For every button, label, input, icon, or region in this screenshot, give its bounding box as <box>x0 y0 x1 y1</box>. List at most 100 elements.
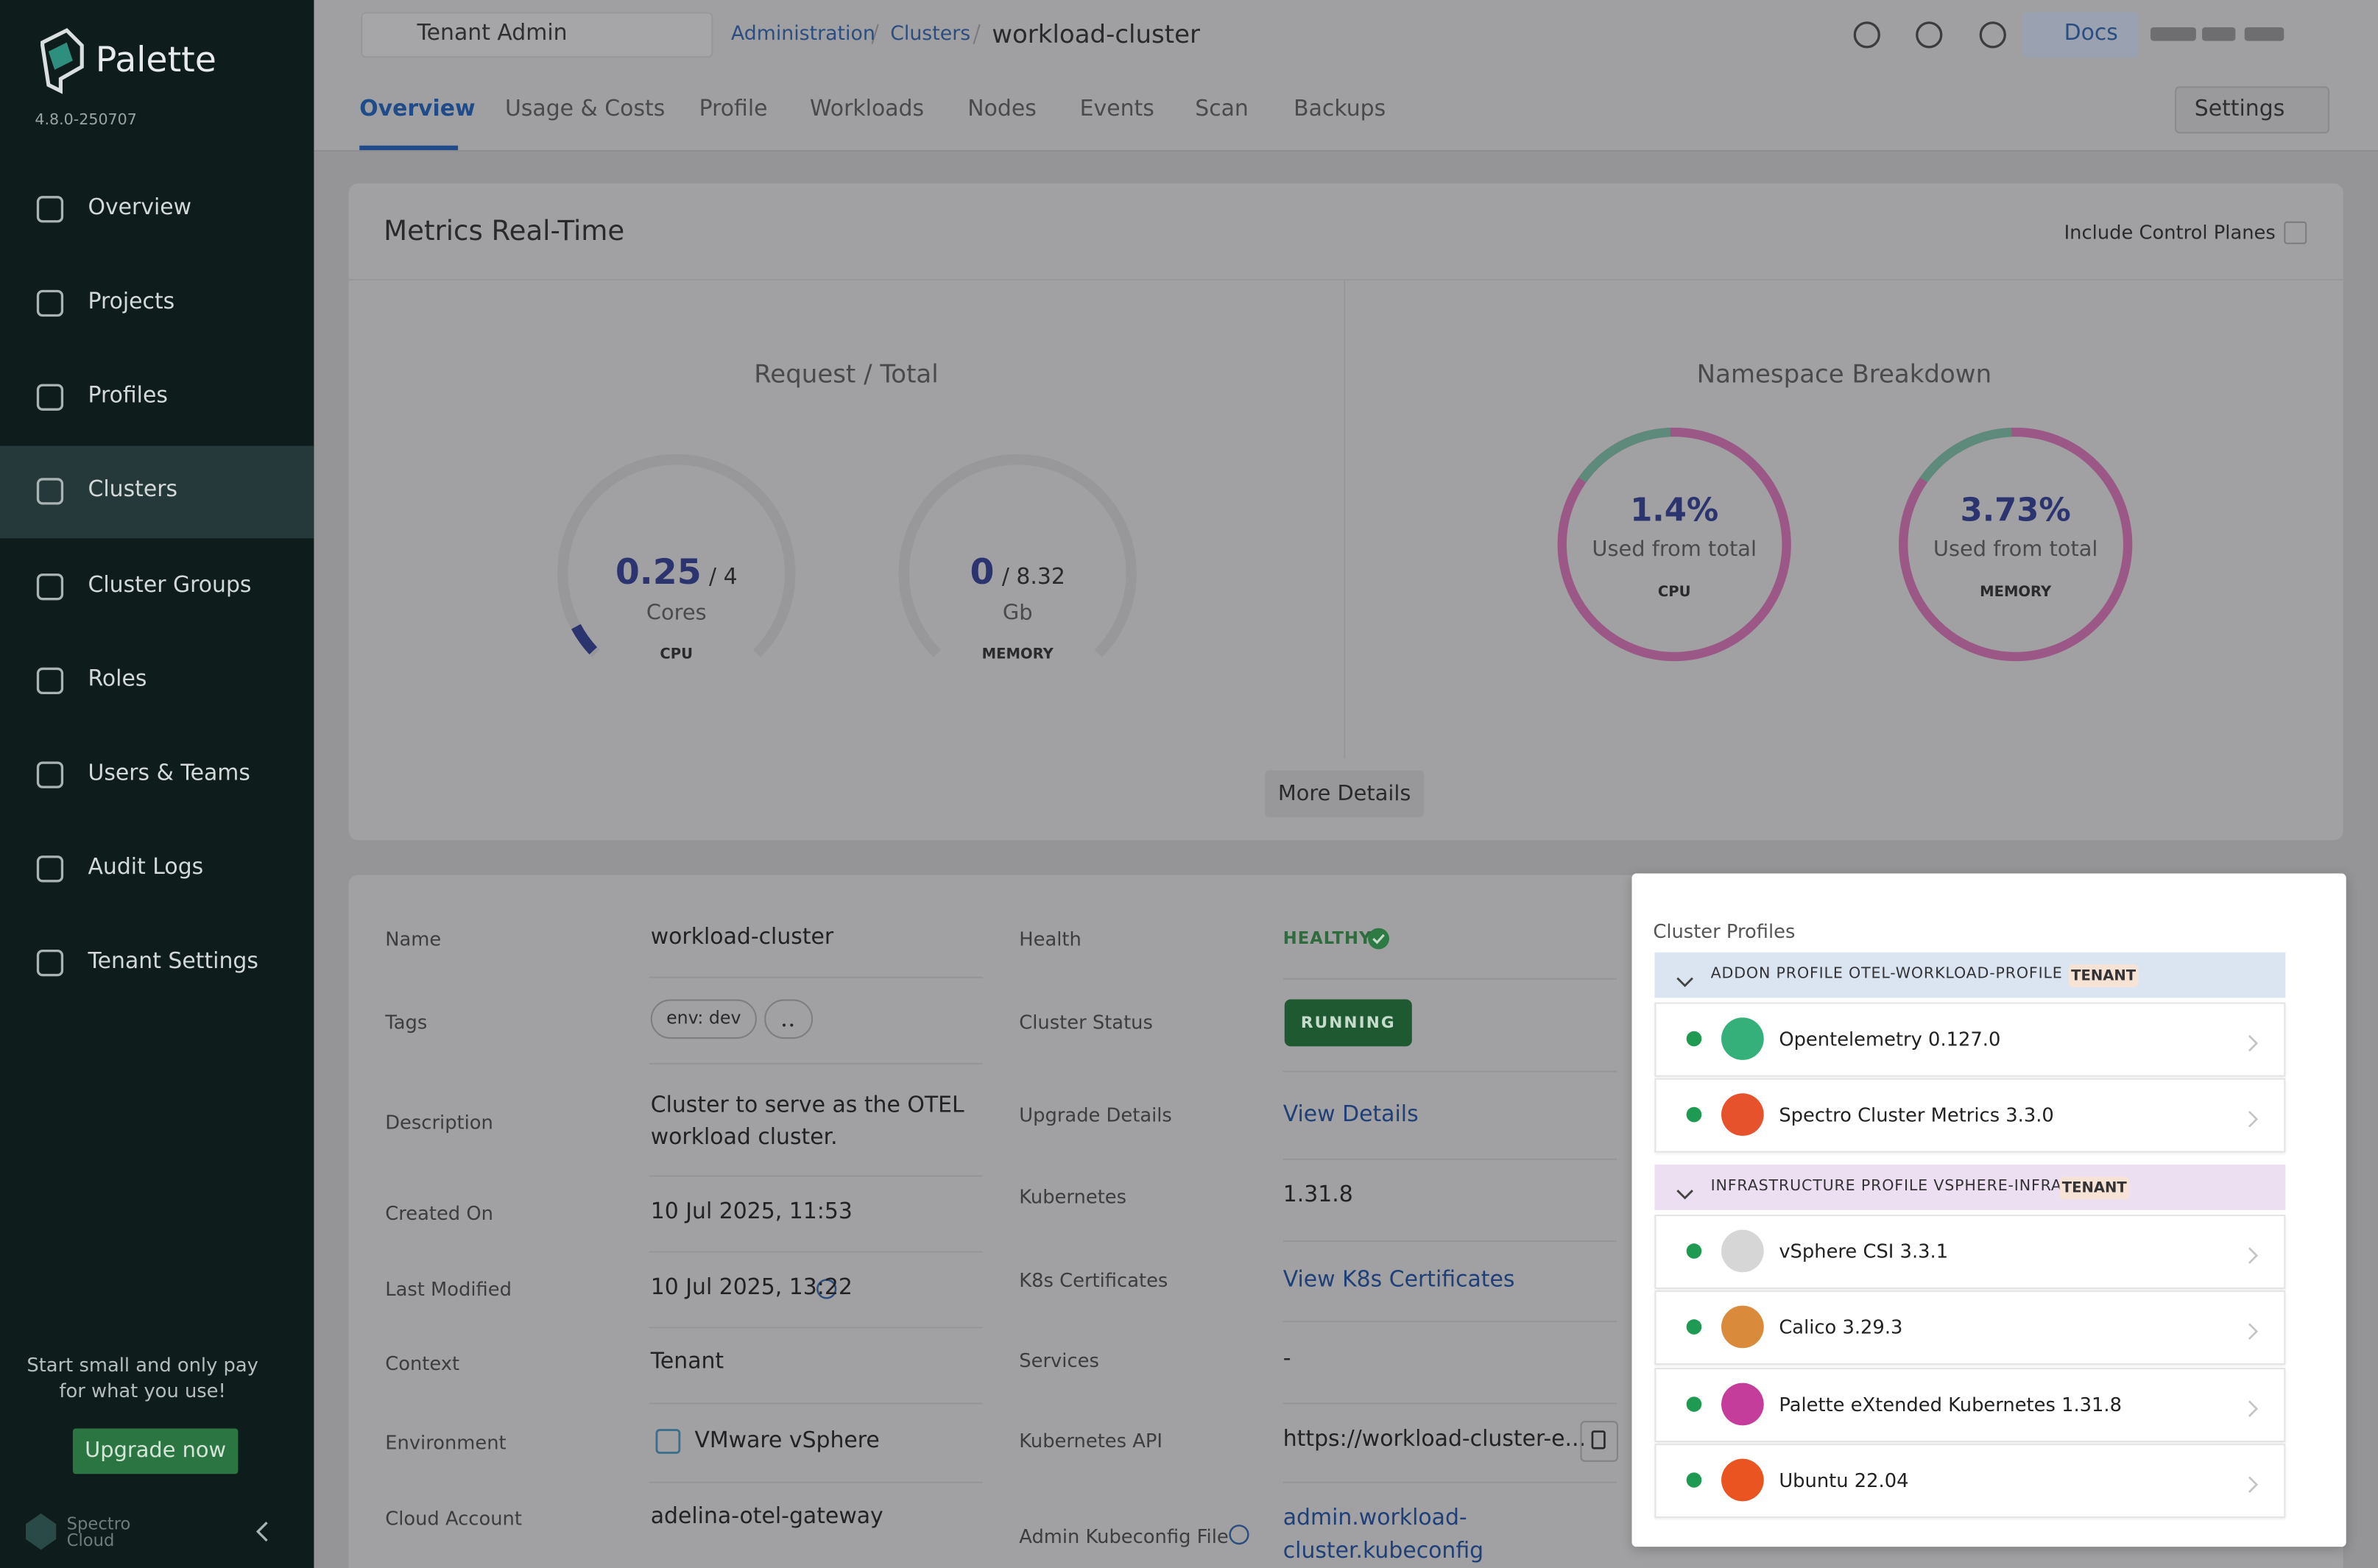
field-label: Description <box>385 1110 493 1134</box>
info-icon <box>1229 1525 1249 1545</box>
donut-label: MEMORY <box>1980 584 2052 601</box>
field-label: Created On <box>385 1201 493 1225</box>
chevron-icon <box>2248 1247 2259 1264</box>
nav-icon <box>36 384 64 411</box>
tag-chip <box>650 999 757 1039</box>
gauge-number: 0.25 <box>615 553 702 593</box>
group-chevron <box>1676 1180 1694 1200</box>
gauge-unit: Cores <box>646 601 707 626</box>
tenant-name[interactable]: Tenant Admin <box>417 21 568 46</box>
field-label: K8s Certificates <box>1019 1268 1168 1292</box>
nav-item[interactable]: Cluster Groups <box>88 573 252 598</box>
profile-group-header[interactable] <box>1654 1165 2286 1210</box>
nav-item[interactable]: Audit Logs <box>88 855 204 880</box>
profile-layer-row[interactable] <box>1654 1215 2286 1289</box>
tab[interactable]: Scan <box>1195 97 1249 122</box>
tab[interactable]: Events <box>1079 97 1154 122</box>
settings-button[interactable] <box>2174 86 2330 134</box>
status-dot <box>1686 1107 1702 1123</box>
copy-button[interactable] <box>1580 1421 1618 1462</box>
field-value: workload-cluster <box>650 925 834 950</box>
field-value: https://workload-cluster-e... <box>1283 1427 1586 1452</box>
checkbox-label[interactable]: Include Control Planes <box>2064 220 2276 244</box>
profile-group-header[interactable] <box>1654 952 2286 998</box>
nav-item[interactable]: Profiles <box>88 384 168 409</box>
link[interactable]: View K8s Certificates <box>1283 1268 1515 1293</box>
checkbox[interactable] <box>2284 221 2307 244</box>
tag-text: env: dev <box>666 1007 741 1028</box>
footer-logo <box>26 1513 57 1550</box>
more-details-button[interactable] <box>1264 770 1425 818</box>
collapse-chevron <box>255 1522 268 1542</box>
info-icon <box>816 1279 837 1299</box>
breadcrumb-separator <box>871 24 879 45</box>
status-dot <box>1686 1472 1702 1488</box>
tab[interactable]: Nodes <box>967 97 1037 122</box>
link[interactable]: admin.workload- <box>1283 1506 1467 1531</box>
tenant-badge <box>2059 1176 2130 1200</box>
dot <box>790 1023 794 1027</box>
brand-logo-accent <box>48 42 73 70</box>
field-value: Cluster to serve as the OTEL <box>650 1093 964 1118</box>
donut-value: 3.73% <box>1960 492 2071 529</box>
layer-name: Spectro Cluster Metrics 3.3.0 <box>1779 1103 2054 1127</box>
link[interactable]: View Details <box>1283 1103 1419 1128</box>
header-icon <box>1916 21 1943 49</box>
field-label: Admin Kubeconfig File <box>1019 1525 1229 1548</box>
layer-icon <box>1721 1306 1764 1349</box>
tenant-badge-text: TENANT <box>2061 1179 2127 1196</box>
nav-item[interactable]: Clusters <box>88 478 178 503</box>
docs-label[interactable]: Docs <box>2064 21 2118 46</box>
chevron-icon <box>1676 977 1693 988</box>
breadcrumb-link[interactable]: Clusters <box>890 23 971 46</box>
chevron-icon <box>2248 1476 2259 1493</box>
breadcrumb-link[interactable]: Administration <box>730 23 875 46</box>
more-details-label[interactable]: More Details <box>1277 782 1411 807</box>
header-icon <box>1853 21 1880 49</box>
field-label: Kubernetes <box>1019 1184 1127 1208</box>
promo-text: for what you use! <box>59 1379 226 1402</box>
user-avatar-blur <box>2244 27 2284 41</box>
field-label: Cluster Status <box>1019 1010 1153 1034</box>
upgrade-label[interactable]: Upgrade now <box>85 1438 227 1463</box>
tab[interactable]: Usage & Costs <box>504 97 666 122</box>
donut-text: Used from total <box>1933 537 2098 562</box>
field-value: 1.31.8 <box>1283 1183 1353 1208</box>
donut-value: 1.4% <box>1630 492 1719 529</box>
gauge-label: MEMORY <box>981 646 1054 663</box>
field-label: Services <box>1019 1349 1099 1372</box>
layer-name: Palette eXtended Kubernetes 1.31.8 <box>1779 1392 2122 1416</box>
tab[interactable]: Backups <box>1294 97 1386 122</box>
nav-item[interactable]: Users & Teams <box>88 761 250 786</box>
user-avatar-blur <box>2151 27 2196 41</box>
status-dot <box>1686 1396 1702 1411</box>
row-chevron <box>2246 1106 2259 1129</box>
version: 4.8.0-250707 <box>35 112 137 130</box>
upgrade-button[interactable] <box>72 1428 239 1475</box>
nav-item[interactable]: Overview <box>88 196 192 221</box>
tenant-selector[interactable] <box>361 12 713 58</box>
link[interactable]: cluster.kubeconfig <box>1283 1539 1484 1564</box>
docs-button[interactable] <box>2022 12 2139 58</box>
layer-icon <box>1721 1458 1764 1502</box>
field-label: Last Modified <box>385 1277 512 1301</box>
row-chevron <box>2246 1242 2259 1264</box>
copy-icon <box>1591 1430 1606 1449</box>
tag-more[interactable] <box>764 999 814 1039</box>
layer-name: Ubuntu 22.04 <box>1779 1468 1909 1491</box>
nav-item[interactable]: Projects <box>88 290 175 315</box>
tab[interactable]: Overview <box>359 97 476 122</box>
tab[interactable]: Profile <box>699 97 768 122</box>
nav-icon <box>36 478 64 505</box>
metrics-card <box>348 183 2343 841</box>
layer-icon <box>1721 1229 1764 1273</box>
nav-selected <box>0 445 314 539</box>
nav-item[interactable]: Roles <box>88 668 147 692</box>
row-chevron <box>2246 1471 2259 1493</box>
card-title: Metrics Real-Time <box>384 215 625 248</box>
layer-icon <box>1721 1382 1764 1425</box>
settings-label[interactable]: Settings <box>2194 97 2285 122</box>
nav-item[interactable]: Tenant Settings <box>88 950 258 975</box>
tab[interactable]: Workloads <box>810 97 925 122</box>
promo-text: Start small and only pay <box>27 1353 258 1377</box>
